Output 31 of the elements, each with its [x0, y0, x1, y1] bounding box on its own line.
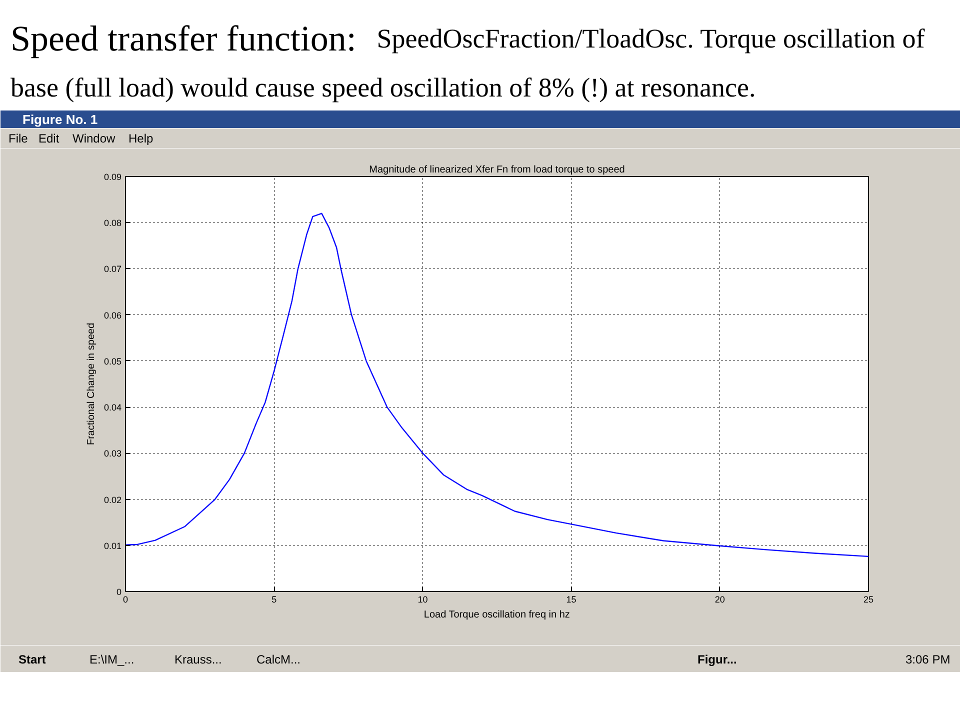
- y-tick-label: 0.07: [104, 264, 122, 274]
- y-tick-label: 0.03: [104, 448, 122, 459]
- y-axis-title: Fractional Change in speed: [86, 322, 97, 446]
- y-tick-label: 0: [116, 587, 122, 597]
- text: Krauss...: [174, 652, 222, 666]
- text: Figur...: [698, 652, 737, 666]
- y-tick-label: 0.05: [104, 356, 122, 366]
- x-tick-label: 15: [566, 594, 576, 604]
- text: Window: [72, 132, 116, 146]
- x-tick-label: 10: [418, 594, 428, 604]
- chart-title: Speed transfer function: SpeedOscFraction/TloadOsc. Torque oscillation of base (full load) would cause speed oscillation of 8% (!) at resonance.: [10, 18, 925, 102]
- y-tick-label: 0.04: [104, 402, 122, 413]
- text: E:\IM_...: [90, 652, 134, 666]
- x-tick-label: 0: [122, 594, 128, 604]
- x-tick-label: 25: [863, 594, 874, 604]
- text: File: [8, 132, 28, 146]
- y-tick-label: 0.01: [104, 540, 122, 551]
- x-tick-label: 20: [714, 594, 725, 604]
- text: 3:06 PM: [906, 652, 950, 666]
- y-tick-label: 0.08: [104, 218, 122, 228]
- text: CalcM...: [256, 652, 301, 666]
- y-tick-label: 0.09: [104, 172, 122, 182]
- y-tick-label: 0.02: [104, 494, 122, 505]
- text: Start: [18, 652, 46, 666]
- text: Edit: [38, 132, 60, 146]
- text: Help: [128, 132, 154, 146]
- x-tick-label: 5: [272, 594, 277, 604]
- y-tick-label: 0.06: [104, 310, 122, 320]
- text: Magnitude of linearized Xfer Fn from load torque to speed: [369, 164, 625, 176]
- x-axis-title: Load Torque oscillation freq in hz: [424, 610, 570, 620]
- text: Figure No. 1: [22, 112, 98, 127]
